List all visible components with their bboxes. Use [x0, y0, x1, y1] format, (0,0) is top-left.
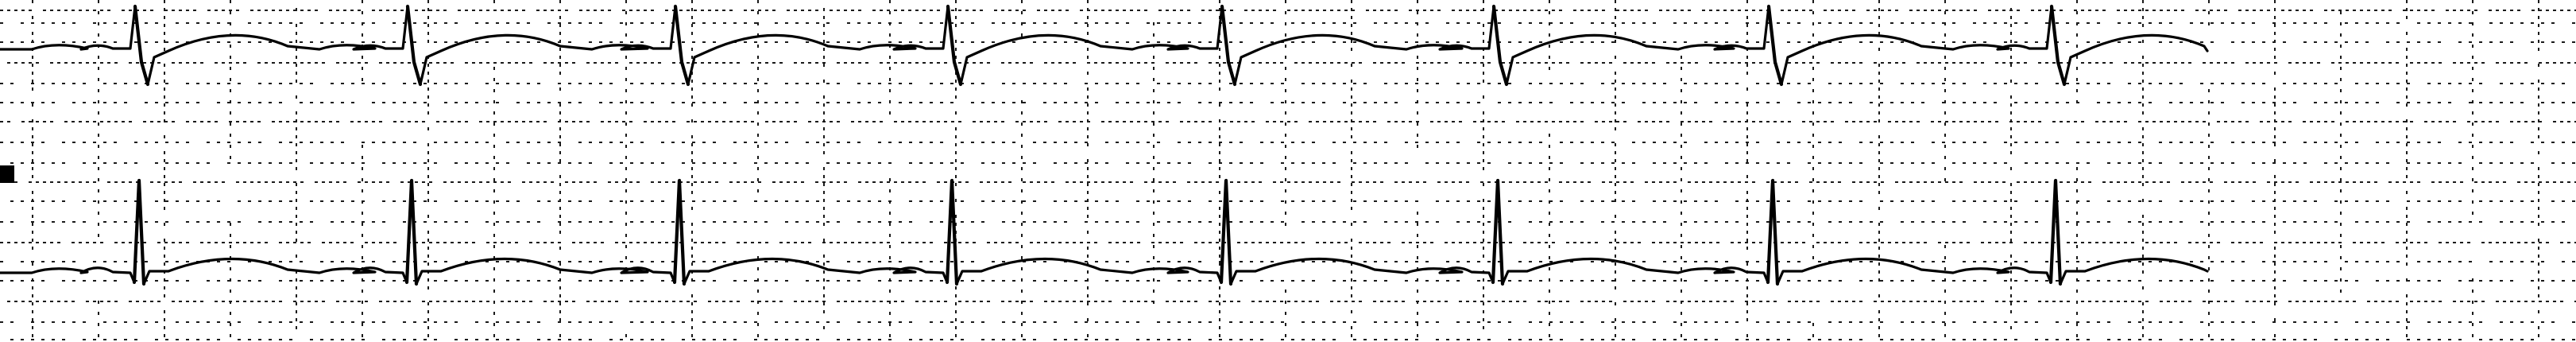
- ecg-traces: [0, 4, 2209, 286]
- qrs-complex-bottom-2: [404, 178, 419, 286]
- qrs-complex-top-1: [133, 4, 150, 87]
- qrs-complex-top-5: [1220, 4, 1237, 87]
- qrs-complex-bottom-1: [132, 178, 146, 286]
- qrs-complex-top-7: [1766, 4, 1784, 87]
- qrs-complex-bottom-8: [2048, 178, 2063, 286]
- ecg-trace-bottom: [0, 179, 2209, 286]
- qrs-complex-top-8: [2049, 4, 2067, 87]
- qrs-complex-bottom-3: [672, 178, 687, 286]
- qrs-complex-top-2: [405, 4, 423, 87]
- qrs-complex-bottom-4: [945, 178, 959, 286]
- qrs-complex-top-6: [1491, 4, 1509, 87]
- qrs-complex-top-3: [673, 4, 690, 87]
- ecg-trace-top: [0, 5, 2209, 86]
- lead-marker-block: [0, 165, 14, 183]
- qrs-complex-top-4: [946, 4, 963, 87]
- qrs-complex-bottom-5: [1219, 178, 1233, 286]
- qrs-complex-bottom-7: [1766, 178, 1780, 286]
- qrs-complex-bottom-6: [1491, 178, 1505, 286]
